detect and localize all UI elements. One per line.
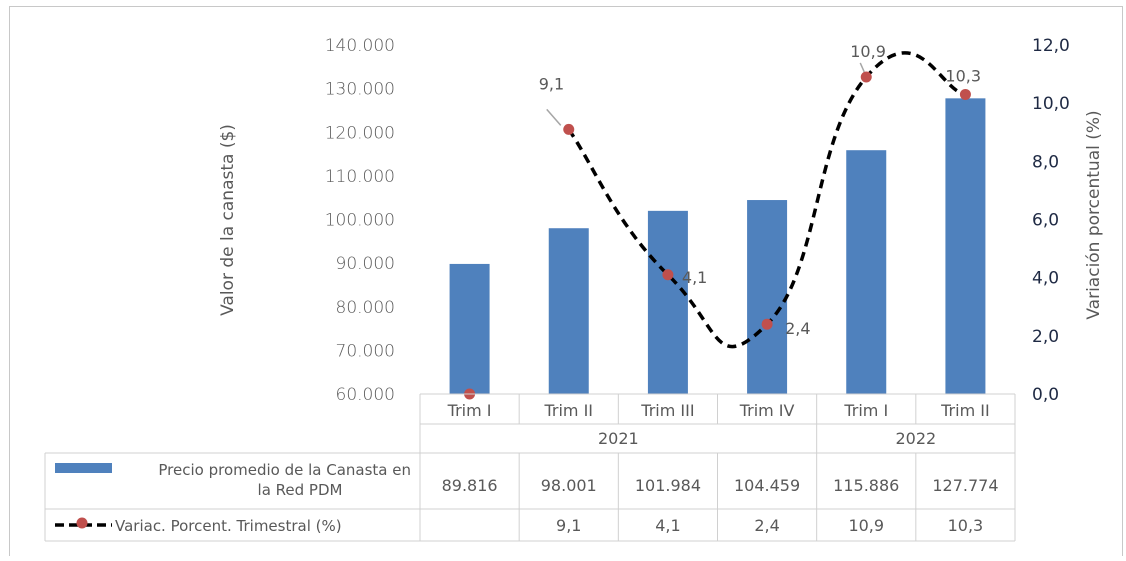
legend-label-bar: Precio promedio de la Canasta en [158, 461, 411, 479]
y-axis-title-left: Valor de la canasta ($) [218, 124, 238, 316]
table-cell-price: 101.984 [635, 476, 701, 495]
y-tick-left: 110.000 [325, 167, 395, 187]
y-tick-right: 2,0 [1032, 327, 1059, 347]
table-cell-price: 98.001 [541, 476, 597, 495]
table-cell-price: 104.459 [734, 476, 800, 495]
x-tick-label: Trim III [640, 401, 694, 420]
line-marker [761, 318, 773, 330]
table-cell-variation: 10,9 [848, 516, 884, 535]
bar [846, 150, 887, 394]
leader-line [859, 62, 865, 73]
y-tick-left: 120.000 [325, 123, 395, 143]
data-label: 9,1 [539, 74, 564, 93]
y-tick-right: 12,0 [1032, 36, 1070, 56]
bar [548, 228, 589, 394]
x-tick-label: Trim I [447, 401, 492, 420]
x-tick-label: Trim IV [739, 401, 795, 420]
bar [449, 263, 490, 394]
table-cell-price: 115.886 [833, 476, 899, 495]
table-cell-price: 89.816 [442, 476, 498, 495]
y-axis-title-right: Variación porcentual (%) [1084, 110, 1104, 319]
bar [945, 98, 986, 394]
y-tick-left: 60.000 [336, 385, 395, 405]
y-tick-right: 0,0 [1032, 385, 1059, 405]
table-cell-variation: 2,4 [754, 516, 779, 535]
y-tick-right: 4,0 [1032, 269, 1059, 289]
y-tick-right: 8,0 [1032, 152, 1059, 172]
y-tick-left: 130.000 [325, 80, 395, 100]
table-cell-variation: 10,3 [948, 516, 984, 535]
table-cell-variation: 9,1 [556, 516, 581, 535]
line-marker [563, 123, 575, 135]
leader-line [546, 108, 562, 126]
table-cell-price: 127.774 [932, 476, 998, 495]
y-tick-right: 10,0 [1032, 94, 1070, 114]
y-tick-left: 70.000 [336, 341, 395, 361]
legend-label-line: Variac. Porcent. Trimestral (%) [115, 517, 342, 535]
line-marker [662, 269, 674, 281]
x-tick-label: Trim II [940, 401, 990, 420]
y-tick-left: 140.000 [325, 36, 395, 56]
x-tick-label: Trim I [843, 401, 888, 420]
y-tick-left: 80.000 [336, 298, 395, 318]
line-marker [959, 88, 971, 100]
year-label: 2021 [598, 429, 639, 448]
legend-swatch-bar [55, 463, 112, 473]
x-tick-label: Trim II [543, 401, 593, 420]
y-tick-left: 100.000 [325, 211, 395, 231]
y-tick-right: 6,0 [1032, 211, 1059, 231]
data-label: 10,9 [850, 42, 886, 61]
legend-label-bar-line2: la Red PDM [258, 481, 343, 499]
data-label: 4,1 [682, 268, 707, 287]
bar [647, 210, 688, 394]
data-label: 10,3 [945, 66, 981, 85]
y-tick-left: 90.000 [336, 254, 395, 274]
bar [747, 200, 788, 394]
table-cell-variation: 4,1 [655, 516, 680, 535]
line-marker [860, 71, 872, 83]
chart-frame [9, 6, 1123, 556]
year-label: 2022 [895, 429, 936, 448]
legend-swatch-marker [76, 517, 88, 529]
data-label: 2,4 [785, 319, 810, 338]
